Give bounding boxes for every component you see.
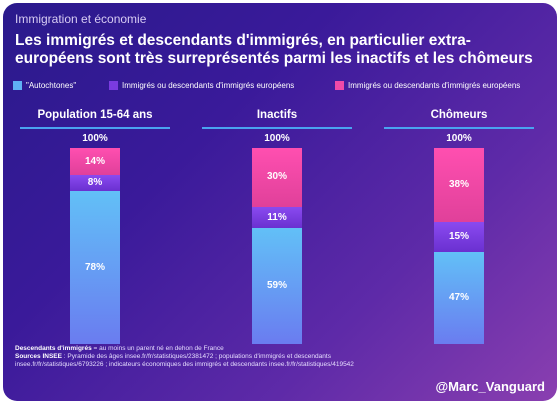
bar-segment-extra-europeens [252,148,302,207]
bar-segment-autochtones [70,191,120,344]
legend-item-extra-europeens: Immigrés ou descendants d'immigrés europ… [335,81,520,90]
legend-label: Immigrés ou descendants d'immigrés europ… [122,81,295,90]
data-label-extra-europeens: 38% [448,179,469,191]
chart-title: Les immigrés et descendants d'immigrés, … [15,32,533,67]
data-label-europeens: 15% [448,231,469,243]
total-label: 100% [82,133,108,144]
bar-segment-extra-europeens [434,148,484,223]
data-label-europeens: 11% [267,211,287,223]
legend-swatch [109,81,118,90]
definition-note: Descendants d'immigrés = au moins un par… [15,345,415,353]
bar-segment-europeens [70,175,120,192]
bar-segment-autochtones [252,228,302,344]
data-label-extra-europeens: 14% [84,155,105,167]
definition-label: Descendants d'immigrés [15,345,92,352]
sources-line-2: insee.fr/fr/statistiques/6793226 ; indic… [15,361,354,368]
infographic-card: Immigration et économie Les immigrés et … [3,3,557,401]
panel-title: Chômeurs [430,109,488,121]
sources-note: Sources INSEE : Pyramide des âges insee.… [15,353,415,361]
legend: "Autochtones" Immigrés ou descendants d'… [13,81,553,95]
total-label: 100% [446,133,472,144]
bar-segment-europeens [252,206,302,229]
legend-item-autochtones: "Autochtones" [13,81,76,90]
data-label-autochtones: 47% [448,291,469,303]
legend-label: Immigrés ou descendants d'immigrés europ… [348,81,521,90]
total-label: 100% [264,133,290,144]
footer-notes: Descendants d'immigrés = au moins un par… [15,345,415,369]
author-handle: @Marc_Vanguard [435,379,546,394]
sources-label: Sources INSEE [15,353,62,360]
kicker: Immigration et économie [15,12,147,26]
legend-label: "Autochtones" [26,81,77,90]
bar-segment-extra-europeens [70,148,120,176]
bar-segment-autochtones [434,251,484,344]
definition-text: = au moins un parent né en dehon de Fran… [91,345,224,352]
panel-rule [202,127,352,129]
sources-line-1: : Pyramide des âges insee.fr/fr/statisti… [61,353,331,360]
panel-rule [20,127,170,129]
data-label-europeens: 8% [87,177,103,189]
panel-title: Inactifs [256,109,298,121]
legend-swatch [13,81,22,90]
bar-segment-europeens [434,222,484,252]
legend-item-europeens: Immigrés ou descendants d'immigrés europ… [109,81,294,90]
legend-swatch [335,81,344,90]
data-label-extra-europeens: 30% [266,171,287,183]
stacked-bar-chart: Population 15-64 ans 100% 78% 8% 14% Inactifs… [3,3,557,401]
data-label-autochtones: 78% [84,261,105,273]
panel-title: Population 15-64 ans [37,109,153,121]
data-label-autochtones: 59% [266,280,287,292]
panel-rule [384,127,534,129]
